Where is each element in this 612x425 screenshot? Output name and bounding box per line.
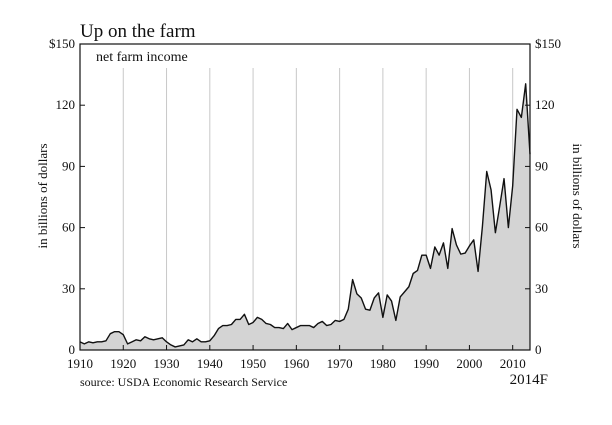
y-tick-label-left: 60 (62, 220, 75, 235)
x-tick-label: 1990 (413, 356, 439, 371)
x-tick-label: 1940 (197, 356, 223, 371)
x-tick-label: 1970 (327, 356, 353, 371)
y-tick-label-left: $150 (49, 36, 75, 51)
y-tick-label-right: 30 (535, 281, 548, 296)
forecast-year-label: 2014F (510, 372, 548, 388)
y-tick-label-right: 120 (535, 97, 555, 112)
plot-frame (79, 43, 531, 351)
y-tick-label-right: 60 (535, 220, 548, 235)
x-tick-label: 1960 (283, 356, 309, 371)
y-tick-label-left: 120 (56, 97, 76, 112)
chart-title: Up on the farm (80, 21, 196, 42)
x-tick-label: 1920 (110, 356, 136, 371)
x-tick-label: 2010 (500, 356, 526, 371)
y-tick-label-right: 0 (535, 342, 542, 357)
y-tick-label-left: 30 (62, 281, 75, 296)
chart-subtitle: net farm income (96, 50, 188, 65)
x-tick-label: 1950 (240, 356, 266, 371)
y-axis-label-left: in billions of dollars (35, 143, 50, 248)
y-tick-label-right: $150 (535, 36, 561, 51)
source-note: source: USDA Economic Research Service (80, 375, 287, 389)
x-tick-label: 1980 (370, 356, 396, 371)
y-tick-label-left: 90 (62, 158, 75, 173)
income-line (79, 83, 531, 348)
x-tick-label: 1910 (67, 356, 93, 371)
axis-ticks: 0 0 30 30 60 60 90 90 120 120 $150 $150 1910 1920 1930… (49, 36, 561, 371)
y-tick-label-right: 90 (535, 158, 548, 173)
x-tick-label: 2000 (456, 356, 482, 371)
y-axis-label-right: in billions of dollars (570, 143, 585, 248)
x-tick-label: 1930 (154, 356, 180, 371)
y-tick-label-left: 0 (69, 342, 76, 357)
income-area-fill (80, 83, 530, 350)
